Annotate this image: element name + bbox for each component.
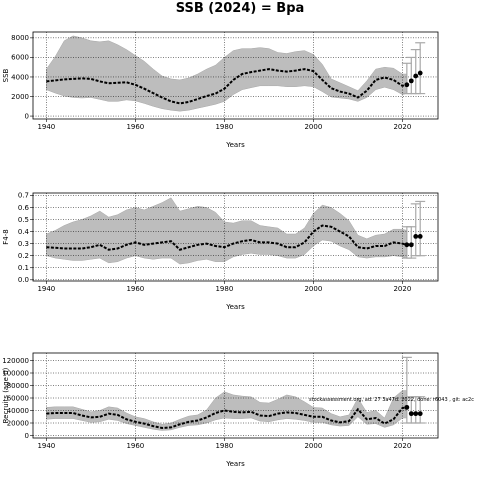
forecast-point [417, 411, 423, 417]
y-tick-label: 60000 [7, 394, 29, 402]
y-tick-label: 0.1 [18, 264, 29, 272]
y-tick-label: 0 [25, 112, 29, 120]
forecast-point [404, 82, 410, 88]
forecast-point [404, 242, 410, 248]
x-tick-label: 1960 [126, 442, 144, 450]
x-tick-label: 2020 [393, 442, 411, 450]
y-tick-label: 6000 [11, 54, 29, 62]
y-tick-label: 0 [25, 432, 29, 440]
x-tick-label: 1980 [215, 442, 233, 450]
y-tick-label: 20000 [7, 419, 29, 427]
x-tick-label: 1960 [126, 285, 144, 293]
x-tick-label: 1960 [126, 123, 144, 131]
y-tick-label: 0.3 [18, 240, 29, 248]
forecast-point [408, 411, 414, 417]
x-tick-label: 2000 [304, 123, 322, 131]
y-tick-label: 0.7 [18, 192, 29, 200]
x-axis-label: Years [225, 141, 245, 149]
y-axis-label: F4-8 [2, 229, 10, 244]
x-tick-label: 1940 [37, 285, 55, 293]
y-axis-label: SSB [2, 68, 10, 82]
x-tick-label: 2000 [304, 285, 322, 293]
y-tick-label: 0.0 [18, 276, 29, 284]
x-tick-label: 2000 [304, 442, 322, 450]
chart-panels: 1940 1960 1980 2000 2020 0 2000 4000 6000 8000 Yea… [2, 31, 474, 468]
x-tick-label: 1940 [37, 442, 55, 450]
y-tick-label: 120000 [2, 357, 29, 365]
chart-panel-1: 1940 1960 1980 2000 2020 0 2000 4000 6000 8000 Yea… [2, 31, 439, 149]
forecast-point [404, 404, 410, 410]
y-tick-label: 4000 [11, 73, 29, 81]
x-tick-label: 1980 [215, 285, 233, 293]
y-tick-label: 0.4 [18, 228, 30, 236]
y-tick-label: 0.5 [18, 216, 29, 224]
y-tick-label: 80000 [7, 382, 29, 390]
y-tick-label: 2000 [11, 93, 29, 101]
y-tick-label: 0.6 [18, 204, 30, 212]
x-axis-label: Years [225, 303, 245, 311]
chart-panel-2: 1940 1960 1980 2000 2020 0.0 0.1 0.2 0.3 0.4 0.5 0.… [2, 192, 439, 311]
x-tick-label: 2020 [393, 285, 411, 293]
x-axis-label: Years [225, 460, 245, 468]
forecast-point [408, 242, 414, 248]
series-line [46, 224, 408, 251]
y-tick-label: 8000 [11, 34, 29, 42]
series-line [46, 68, 408, 105]
forecast-point [408, 78, 414, 84]
forecast-point [417, 233, 423, 239]
x-tick-label: 2020 [393, 123, 411, 131]
confidence-band [46, 35, 408, 112]
forecast-point [417, 70, 423, 76]
forecast-point [413, 411, 419, 417]
y-axis-label: Recruits (age 0) [2, 367, 10, 423]
confidence-band [46, 197, 408, 265]
forecast-point [413, 73, 419, 79]
axes-frame [32, 192, 439, 282]
watermark-text: stockassessment.org, ad: 27 3a47d. 2022,… [309, 397, 474, 403]
axes-frame [32, 31, 439, 120]
chart-panel-3: 1940 1960 1980 2000 2020 0 20000 40000 60000 8000… [2, 352, 439, 468]
x-tick-label: 1980 [215, 123, 233, 131]
y-tick-label: 40000 [7, 407, 29, 415]
x-tick-label: 1940 [37, 123, 55, 131]
forecast-point [413, 233, 419, 239]
figure-title: SSB (2024) = Bpa [176, 1, 305, 16]
y-tick-label: 100000 [2, 369, 29, 377]
axes-frame [32, 352, 439, 439]
y-tick-label: 0.2 [18, 252, 29, 260]
